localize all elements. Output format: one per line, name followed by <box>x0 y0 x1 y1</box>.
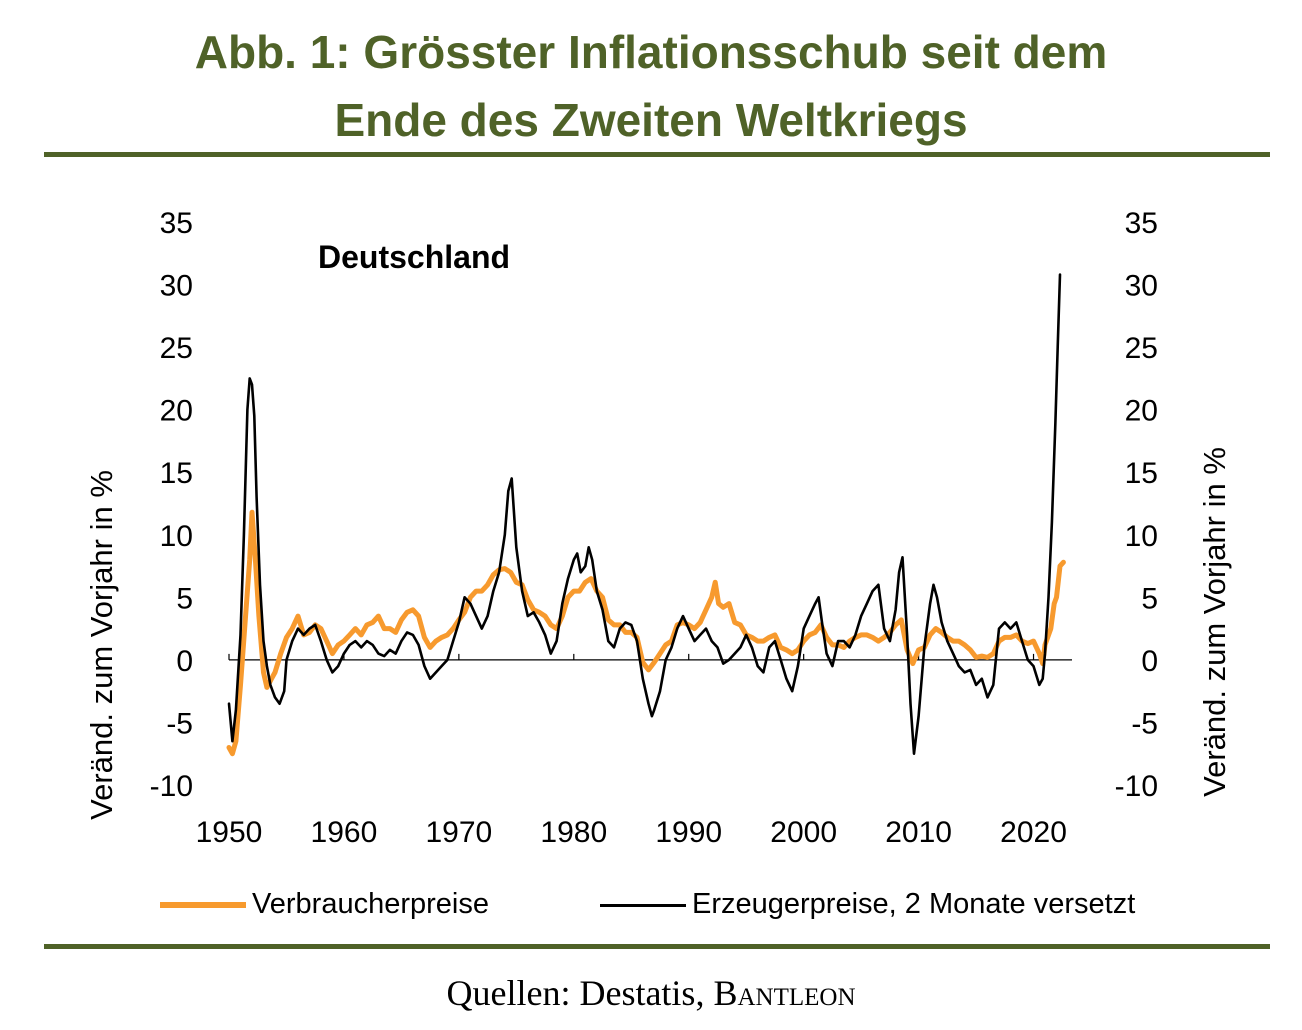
y-tick-label-right--5: -5 <box>1131 707 1158 740</box>
y-axis-label-left: Veränd. zum Vorjahr in % <box>84 470 119 820</box>
y-tick-label-left-10: 10 <box>160 520 193 553</box>
y-tick-label-left-25: 25 <box>160 332 193 365</box>
x-tick-label-2010: 2010 <box>885 816 952 849</box>
y-tick-label-left-30: 30 <box>160 270 193 303</box>
source-note: Quellen: Destatis, Bantleon <box>0 972 1302 1014</box>
chart-annotation: Deutschland <box>318 239 510 275</box>
y-tick-label-right-0: 0 <box>1141 645 1158 678</box>
series-line-erzeugerpreise <box>227 273 1062 755</box>
y-tick-label-right-5: 5 <box>1141 582 1158 615</box>
x-tick-label-1990: 1990 <box>655 816 722 849</box>
y-tick-label-right-35: 35 <box>1125 207 1158 240</box>
top-rule <box>44 152 1270 157</box>
x-tick-label-2000: 2000 <box>770 816 837 849</box>
y-tick-label-left-5: 5 <box>176 582 193 615</box>
chart-title: Abb. 1: Grösster Inflationsschub seit de… <box>0 18 1302 154</box>
legend-swatch-producer <box>600 903 686 907</box>
legend-swatch-consumer <box>160 902 246 909</box>
x-tick-label-1970: 1970 <box>425 816 492 849</box>
y-tick-label-left-35: 35 <box>160 207 193 240</box>
chart-title-line-1: Abb. 1: Grösster Inflationsschub seit de… <box>194 26 1108 78</box>
legend-item-consumer: Verbraucherpreise <box>160 888 489 921</box>
x-tick-label-1960: 1960 <box>311 816 378 849</box>
legend-item-producer: Erzeugerpreise, 2 Monate versetzt <box>600 888 1135 921</box>
source-prefix: Quellen: Destatis, <box>446 973 714 1013</box>
y-tick-label-left--5: -5 <box>166 707 193 740</box>
chart-title-line-2: Ende des Zweiten Weltkriegs <box>334 94 968 146</box>
y-axis-label-right: Veränd. zum Vorjahr in % <box>1197 447 1232 797</box>
x-tick-label-2020: 2020 <box>1000 816 1067 849</box>
bottom-rule <box>44 944 1270 949</box>
y-tick-label-left-20: 20 <box>160 395 193 428</box>
x-tick-label-1950: 1950 <box>196 816 263 849</box>
y-tick-label-right-25: 25 <box>1125 332 1158 365</box>
chart-series <box>226 273 1066 757</box>
y-tick-label-right-30: 30 <box>1125 270 1158 303</box>
y-tick-label-right--10: -10 <box>1115 770 1158 803</box>
source-brand: Bantleon <box>713 973 856 1013</box>
x-tick-label-1980: 1980 <box>540 816 607 849</box>
legend-label-consumer: Verbraucherpreise <box>252 888 489 920</box>
legend-label-producer: Erzeugerpreise, 2 Monate versetzt <box>692 888 1136 920</box>
series-line-verbraucherpreise <box>226 509 1066 757</box>
y-tick-label-left-0: 0 <box>176 645 193 678</box>
y-tick-label-right-20: 20 <box>1125 395 1158 428</box>
y-tick-label-left-15: 15 <box>160 457 193 490</box>
y-tick-label-left--10: -10 <box>150 770 193 803</box>
y-tick-label-right-10: 10 <box>1125 520 1158 553</box>
y-tick-label-right-15: 15 <box>1125 457 1158 490</box>
